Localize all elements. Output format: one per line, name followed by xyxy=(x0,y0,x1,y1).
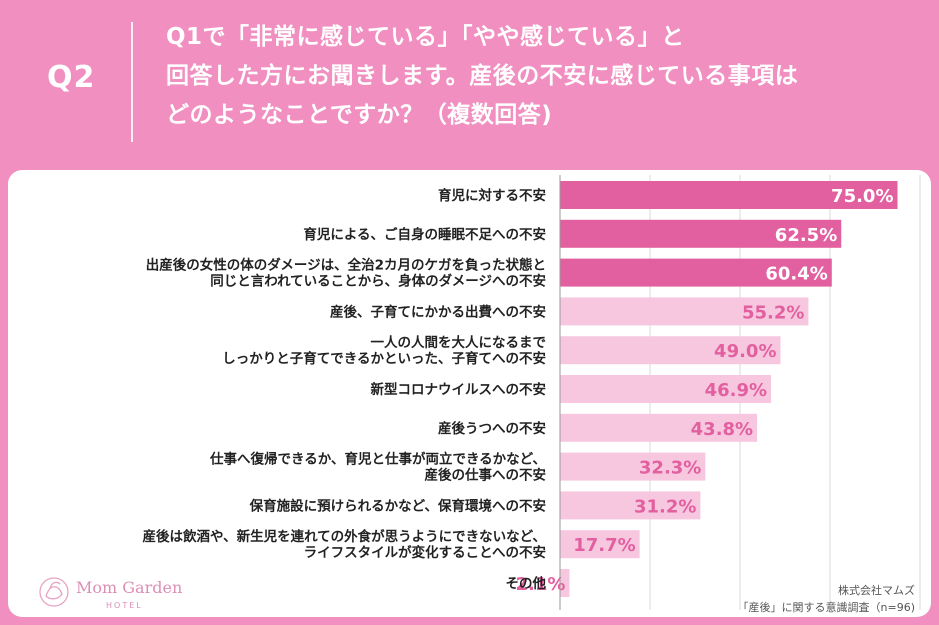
value-label: 2.1% xyxy=(516,574,566,595)
header-divider xyxy=(131,22,133,142)
value-label: 55.2% xyxy=(742,302,804,323)
category-label: 保育施設に預けられるかなど、保育環境への不安 xyxy=(249,497,546,514)
bar xyxy=(560,530,640,559)
bar xyxy=(560,413,758,442)
value-label: 31.2% xyxy=(634,496,696,517)
value-label: 17.7% xyxy=(573,535,635,556)
logo-sub: HOTEL xyxy=(106,601,143,610)
category-label: 新型コロナウイルスへの不安 xyxy=(371,381,547,398)
category-label: ライフスタイルが変化することへの不安 xyxy=(304,544,546,561)
header: Q2 Q1で「非常に感じている」「やや感じている」と 回答した方にお聞きします。… xyxy=(0,0,939,165)
value-label: 46.9% xyxy=(705,380,767,401)
category-label: 産後は飲酒や、新生児を連れての外食が思うようにできないなど、 xyxy=(142,528,546,545)
value-label: 49.0% xyxy=(714,341,776,362)
bar xyxy=(560,569,570,597)
bar xyxy=(560,297,809,326)
bar xyxy=(560,219,842,248)
chart-panel: 75.0% 育児に対する不安 62.5% 育児による、ご自身の睡眠不足への不安 60.4… xyxy=(8,170,931,617)
category-label: しっかりと子育てできるかといった、子育てへの不安 xyxy=(222,350,546,367)
question-number: Q2 xyxy=(47,60,96,95)
bar xyxy=(560,181,898,209)
credit-company: 株式会社マムズ xyxy=(838,584,915,597)
value-label: 60.4% xyxy=(765,264,827,285)
category-label: 育児に対する不安 xyxy=(438,187,546,204)
category-label: その他 xyxy=(506,575,547,592)
category-label: 産後うつへの不安 xyxy=(438,420,546,437)
value-label: 32.3% xyxy=(639,458,701,479)
category-label: 出産後の女性の体のダメージは、全治2カ月のケガを負った状態と xyxy=(146,257,546,274)
mom-garden-logo: Mom Garden HOTEL xyxy=(38,570,188,617)
value-label: 43.8% xyxy=(691,419,753,440)
category-label: 同じと言われていることから、身体のダメージへの不安 xyxy=(210,273,546,290)
bar xyxy=(560,336,781,365)
value-label: 62.5% xyxy=(775,225,837,246)
credit-survey: 「産後」に関する意識調査（n=96) xyxy=(737,601,915,614)
bar-chart: 75.0% 育児に対する不安 62.5% 育児による、ご自身の睡眠不足への不安 60.4… xyxy=(142,175,921,610)
question-line-2: 回答した方にお聞きします。産後の不安に感じている事項は xyxy=(166,63,799,89)
category-label: 仕事へ復帰できるか、育児と仕事が両立できるかなど、 xyxy=(209,451,546,468)
bar xyxy=(560,258,832,287)
question-line-3: どのようなことですか？（複数回答) xyxy=(166,102,553,128)
category-label: 産後、子育てにかかる出費への不安 xyxy=(330,303,546,320)
category-label: 一人の人間を大人になるまで xyxy=(371,334,547,351)
logo-name: Mom Garden xyxy=(76,578,182,597)
category-label: 育児による、ご自身の睡眠不足への不安 xyxy=(303,226,546,243)
bar xyxy=(560,491,701,520)
question-line-1: Q1で「非常に感じている」「やや感じている」と xyxy=(166,24,685,50)
logo-emblem-icon xyxy=(39,577,69,607)
bar xyxy=(560,375,772,403)
category-label: 産後の仕事への不安 xyxy=(425,467,547,484)
value-label: 75.0% xyxy=(831,186,893,207)
bar xyxy=(560,452,706,481)
question-text: Q1で「非常に感じている」「やや感じている」と 回答した方にお聞きします。産後の… xyxy=(166,18,926,135)
